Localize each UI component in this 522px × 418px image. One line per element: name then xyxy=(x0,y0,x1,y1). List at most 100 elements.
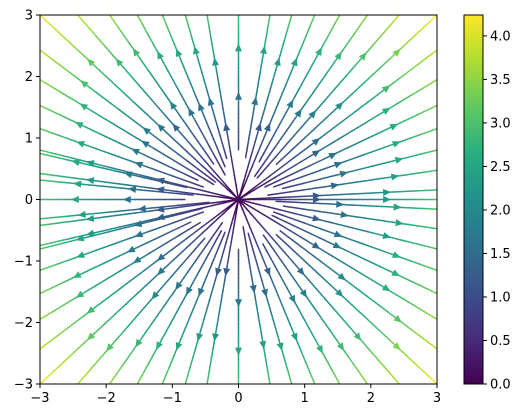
stream-arrow xyxy=(336,342,345,351)
streamline-segment xyxy=(149,249,155,254)
streamline-segment xyxy=(198,211,205,215)
streamline-segment xyxy=(201,227,209,234)
streamline-segment xyxy=(222,201,229,204)
streamline-segment xyxy=(46,371,54,378)
streamline-segment xyxy=(136,378,141,384)
streamline-segment xyxy=(368,320,375,326)
streamline-segment xyxy=(277,98,281,105)
streamline-segment xyxy=(170,256,178,263)
stream-arrow xyxy=(394,157,404,164)
streamline-segment xyxy=(222,200,229,203)
streamline-segment xyxy=(32,226,37,227)
streamline-segment xyxy=(268,88,272,95)
streamline-segment xyxy=(302,222,309,226)
stream-arrow xyxy=(175,281,183,291)
streamline-segment xyxy=(118,365,123,372)
streamline-segment xyxy=(46,338,54,344)
streamline-segment xyxy=(175,206,183,209)
streamline-segment xyxy=(129,212,137,215)
streamline-segment xyxy=(441,387,445,391)
streamline-segment xyxy=(173,82,178,88)
streamline-segment xyxy=(194,172,201,177)
streamline-segment xyxy=(372,69,379,75)
streamline-segment xyxy=(441,295,445,297)
streamline-segment xyxy=(129,294,137,301)
streamline-segment xyxy=(359,312,366,318)
streamline-segment xyxy=(86,84,93,90)
streamline-segment xyxy=(311,304,316,311)
streamline-segment xyxy=(113,214,121,217)
streamline-segment xyxy=(72,319,80,325)
streamline-segment xyxy=(99,40,106,47)
streamline-segment xyxy=(118,108,125,114)
streamline-segment xyxy=(56,134,63,138)
streamline-segment xyxy=(129,276,137,282)
streamline-segment xyxy=(175,183,183,187)
streamline-segment xyxy=(200,247,206,253)
streamline-segment xyxy=(53,87,61,93)
streamline-segment xyxy=(359,81,366,87)
stream-arrow xyxy=(299,289,308,298)
streamline-segment xyxy=(334,83,340,90)
streamline-segment xyxy=(201,194,209,197)
streamline-segment xyxy=(340,261,348,266)
streamline-segment xyxy=(279,299,283,306)
streamline-segment xyxy=(382,28,388,34)
streamline-segment xyxy=(335,136,343,142)
streamline-segment xyxy=(147,69,152,75)
streamline-segment xyxy=(159,170,166,174)
streamline-segment xyxy=(338,383,341,384)
streamline-segment xyxy=(196,203,204,206)
streamline-segment xyxy=(360,19,365,26)
stream-arrow xyxy=(312,192,321,200)
streamline-segment xyxy=(77,177,85,181)
streamline-segment xyxy=(375,357,382,364)
streamline-segment xyxy=(378,32,385,39)
streamline-segment xyxy=(221,251,225,258)
streamline-segment xyxy=(87,26,93,33)
streamline-segment xyxy=(32,126,36,128)
streamline-segment xyxy=(119,225,126,228)
streamline-segment xyxy=(304,248,310,254)
streamline-segment xyxy=(325,251,333,257)
streamline-segment xyxy=(150,217,157,221)
streamline-segment xyxy=(370,8,373,12)
streamline-segment xyxy=(392,376,399,383)
streamline-segment xyxy=(362,257,368,262)
streamline-segment xyxy=(119,88,126,95)
streamline-segment xyxy=(134,173,142,176)
streamline-segment xyxy=(279,50,283,57)
streamline-segment xyxy=(184,256,189,262)
streamline-segment xyxy=(376,130,383,135)
streamline-segment xyxy=(418,307,426,313)
streamline-segment xyxy=(141,61,147,67)
stream-arrow xyxy=(235,347,242,356)
streamline-segment xyxy=(364,316,370,322)
streamline-segment xyxy=(180,298,185,304)
streamline-segment xyxy=(240,184,244,191)
stream-arrow xyxy=(334,51,342,61)
streamline-segment xyxy=(345,70,351,77)
streamline-segment xyxy=(330,332,336,338)
streamline-segment xyxy=(315,226,322,230)
streamline-segment xyxy=(165,189,173,192)
streamline-segment xyxy=(56,112,62,117)
streamline-segment xyxy=(341,235,348,239)
streamline-segment xyxy=(263,175,271,181)
streamline-segment xyxy=(282,40,285,47)
streamline-segment xyxy=(313,269,320,275)
stream-arrow xyxy=(134,161,144,169)
streamline-segment xyxy=(134,211,142,214)
streamline-segment xyxy=(144,280,152,287)
streamline-segment xyxy=(268,242,273,248)
streamline-segment xyxy=(304,144,312,150)
streamline-segment xyxy=(113,182,121,185)
streamline-segment xyxy=(377,111,384,117)
streamline-segment xyxy=(196,160,204,167)
streamline-segment xyxy=(325,142,333,148)
streamline-segment xyxy=(181,217,187,221)
streamline-segment xyxy=(269,83,273,90)
streamline-segment xyxy=(307,366,311,373)
streamline-segment xyxy=(248,189,255,195)
streamline-segment xyxy=(313,124,320,130)
